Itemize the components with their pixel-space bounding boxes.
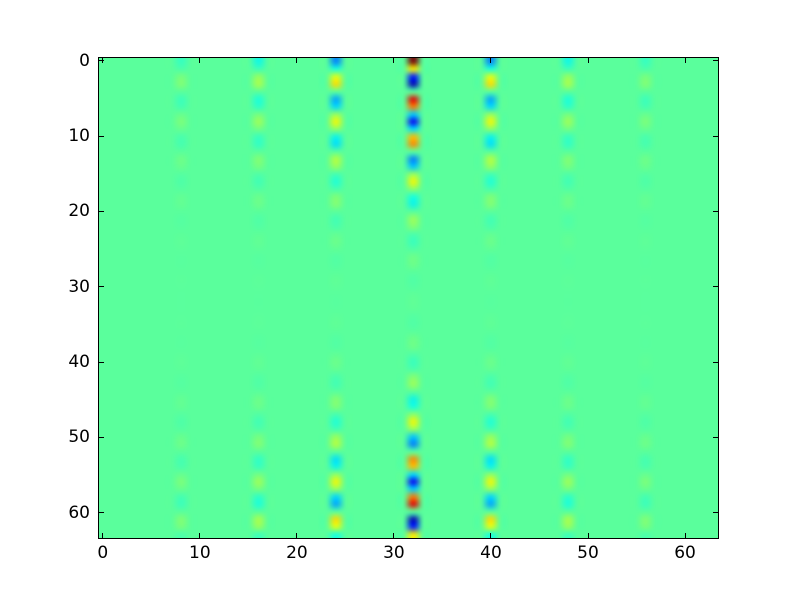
x-tick bbox=[587, 58, 589, 63]
y-tick bbox=[99, 286, 104, 288]
x-tick bbox=[296, 58, 298, 63]
y-tick bbox=[99, 60, 104, 62]
x-tick-label: 10 bbox=[189, 543, 211, 563]
y-tick bbox=[713, 286, 718, 288]
heatmap-canvas bbox=[99, 58, 718, 538]
x-tick-label: 60 bbox=[674, 543, 696, 563]
y-tick-label: 40 bbox=[68, 352, 90, 373]
x-tick-label: 40 bbox=[480, 543, 502, 563]
x-tick-label: 30 bbox=[383, 543, 405, 563]
y-tick-label: 10 bbox=[68, 126, 90, 147]
y-tick bbox=[713, 210, 718, 212]
x-tick-label: 50 bbox=[577, 543, 599, 563]
y-tick bbox=[713, 135, 718, 137]
x-tick bbox=[393, 533, 395, 538]
y-tick bbox=[713, 512, 718, 514]
x-tick bbox=[587, 533, 589, 538]
y-tick bbox=[713, 60, 718, 62]
y-tick bbox=[713, 361, 718, 363]
x-tick-label: 20 bbox=[286, 543, 308, 563]
x-tick bbox=[490, 533, 492, 538]
y-tick bbox=[99, 436, 104, 438]
y-tick bbox=[713, 436, 718, 438]
x-tick-label: 0 bbox=[97, 543, 109, 563]
y-tick-label: 30 bbox=[68, 276, 90, 297]
x-tick bbox=[296, 533, 298, 538]
y-tick-label: 60 bbox=[68, 502, 90, 523]
y-tick-label: 50 bbox=[68, 427, 90, 448]
x-tick bbox=[199, 533, 201, 538]
x-tick bbox=[684, 533, 686, 538]
x-tick bbox=[490, 58, 492, 63]
plot-area bbox=[98, 57, 719, 539]
y-tick bbox=[99, 135, 104, 137]
x-tick bbox=[102, 533, 104, 538]
x-tick bbox=[199, 58, 201, 63]
y-tick bbox=[99, 210, 104, 212]
y-tick-label: 20 bbox=[68, 201, 90, 222]
x-tick bbox=[393, 58, 395, 63]
y-tick bbox=[99, 512, 104, 514]
y-tick-label: 0 bbox=[79, 50, 90, 71]
x-tick bbox=[684, 58, 686, 63]
y-tick bbox=[99, 361, 104, 363]
